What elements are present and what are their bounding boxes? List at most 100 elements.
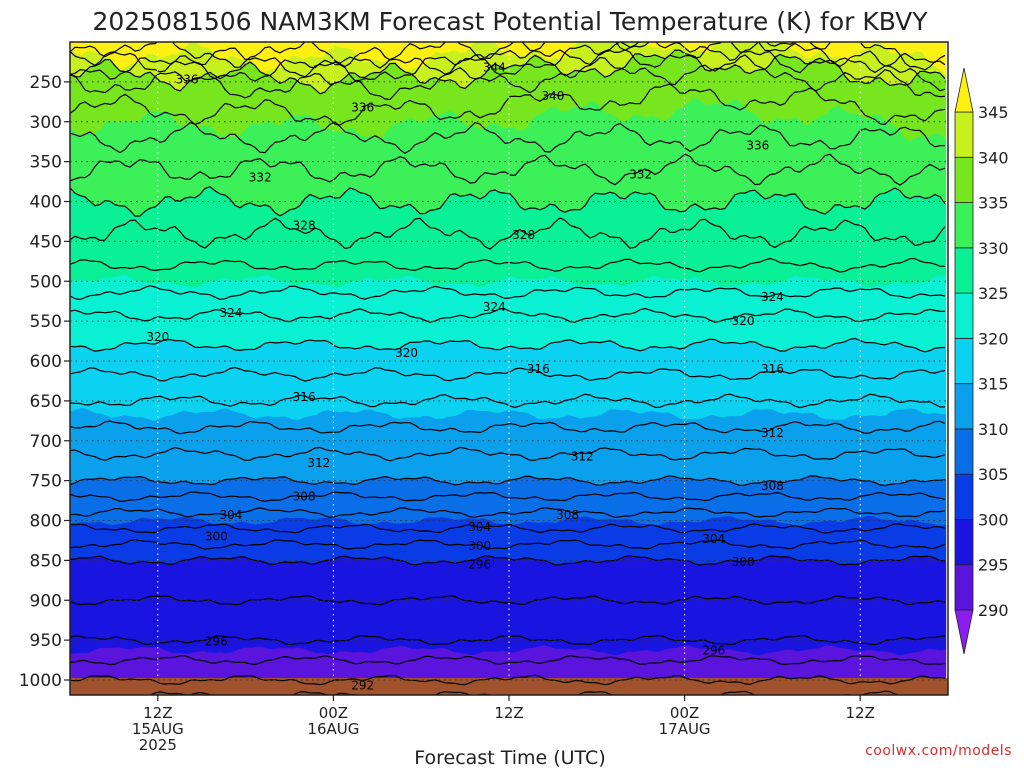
y-tick-label: 450 xyxy=(30,232,62,252)
y-tick-label: 400 xyxy=(30,193,62,213)
contour-label: 336 xyxy=(176,72,199,86)
contour-label-text: 340 xyxy=(541,89,564,103)
x-tick-label: 12Z xyxy=(494,704,523,722)
contour-label: 316 xyxy=(527,362,550,376)
colorbar-tick-label: 310 xyxy=(978,420,1009,439)
contour-labels: 344 336 340 336 336 332 332 328 328 324 324 324 320 3… xyxy=(146,61,784,693)
isotherm-344 xyxy=(70,42,946,78)
isotherm-330 xyxy=(70,186,946,217)
contour-label: 296 xyxy=(468,557,491,571)
contour-label-text: 300 xyxy=(205,529,228,543)
chart-title: 2025081506 NAM3KM Forecast Potential Tem… xyxy=(92,7,928,36)
colorbar-tick-label: 315 xyxy=(978,375,1009,394)
contour-label: 320 xyxy=(395,346,418,360)
contour-label-text: 336 xyxy=(746,139,769,153)
colorbar-tick-label: 325 xyxy=(978,284,1009,303)
y-tick-label: 750 xyxy=(30,472,62,492)
contour-label-text: 304 xyxy=(468,520,491,534)
contour-label: 332 xyxy=(629,167,652,181)
contour-label-text: 316 xyxy=(527,362,550,376)
colorbar-bin xyxy=(954,383,974,430)
y-tick-label: 950 xyxy=(30,631,62,651)
contour-label: 324 xyxy=(761,290,784,304)
isotherm-340 xyxy=(70,49,946,95)
colorbar-bin xyxy=(954,428,974,475)
x-tick-label: 00Z xyxy=(670,704,699,722)
contour-label-text: 336 xyxy=(176,72,199,86)
contour-label: 312 xyxy=(761,426,784,440)
colorbar-bin xyxy=(954,473,974,520)
y-tick-label: 900 xyxy=(30,591,62,611)
contour-label: 296 xyxy=(702,643,725,657)
contour-label-text: 324 xyxy=(483,300,506,314)
colorbar-bin xyxy=(954,156,974,203)
y-tick-label: 700 xyxy=(30,432,62,452)
x-tick-label: 15AUG xyxy=(132,720,184,738)
contour-label-text: 296 xyxy=(205,635,228,649)
contour-label-text: 332 xyxy=(629,167,652,181)
x-tick-label: 00Z xyxy=(319,704,348,722)
grid-lines xyxy=(70,42,948,681)
contour-label: 324 xyxy=(483,300,506,314)
colorbar-tick-label: 295 xyxy=(978,556,1009,575)
y-tick-label: 250 xyxy=(30,73,62,93)
isotherm-lines xyxy=(70,42,946,695)
contour-label: 312 xyxy=(307,456,330,470)
y-tick-label: 850 xyxy=(30,551,62,571)
isotherm-322 xyxy=(70,307,946,323)
colorbar-bottom-arrow xyxy=(954,609,974,655)
y-tick-label: 350 xyxy=(30,153,62,173)
contour-label-text: 316 xyxy=(761,362,784,376)
x-tick-label: 17AUG xyxy=(659,720,711,738)
contour-label-text: 324 xyxy=(220,306,243,320)
isotherm-332 xyxy=(70,153,946,186)
isotherm-294 xyxy=(70,655,946,666)
y-axis-ticks: 250 300 350 400 450 500 550 600 650 700 750 800 850 9… xyxy=(19,73,70,691)
colorbar: 290 295 300 305 310 315 320 325 330 335 340 345 xyxy=(954,67,1009,655)
isotherm-326 xyxy=(70,257,946,273)
contour-label-text: 300 xyxy=(468,539,491,553)
contour-label-text: 304 xyxy=(220,508,243,522)
band-315-320 xyxy=(70,338,947,421)
isotherm-318 xyxy=(70,366,946,382)
contour-label: 316 xyxy=(761,362,784,376)
contour-label-text: 308 xyxy=(293,490,316,504)
y-tick-label: 1000 xyxy=(19,671,62,691)
contour-label-text: 324 xyxy=(761,290,784,304)
contour-label-text: 320 xyxy=(146,330,169,344)
colorbar-bin xyxy=(954,519,974,566)
isotherm-304 xyxy=(70,523,946,534)
contour-label-text: 332 xyxy=(249,171,272,185)
contour-label: 320 xyxy=(732,314,755,328)
contour-label-text: 320 xyxy=(732,314,755,328)
contour-label: 336 xyxy=(351,100,374,114)
isotherm-342 xyxy=(70,42,946,92)
contour-label: 308 xyxy=(556,508,579,522)
isotherm-302 xyxy=(70,539,946,550)
contour-label: 300 xyxy=(205,529,228,543)
colorbar-tick-label: 300 xyxy=(978,510,1009,529)
x-tick-label: 12Z xyxy=(846,704,875,722)
contour-label: 300 xyxy=(468,539,491,553)
contour-label: 316 xyxy=(293,390,316,404)
isotherm-296 xyxy=(70,635,946,646)
y-tick-label: 650 xyxy=(30,392,62,412)
colorbar-tick-label: 340 xyxy=(978,148,1009,167)
temperature-fill xyxy=(70,42,947,695)
y-tick-label: 300 xyxy=(30,113,62,133)
contour-label: 296 xyxy=(205,635,228,649)
contour-label: 344 xyxy=(483,61,506,75)
contour-label-text: 316 xyxy=(293,390,316,404)
contour-label-text: 344 xyxy=(483,61,506,75)
contour-label-text: 308 xyxy=(556,508,579,522)
y-tick-label: 800 xyxy=(30,512,62,532)
contour-label-text: 292 xyxy=(351,679,374,693)
contour-label-text: 312 xyxy=(307,456,330,470)
isotherm-312 xyxy=(70,446,946,462)
colorbar-tick-label: 330 xyxy=(978,239,1009,258)
colorbar-bin xyxy=(954,247,974,294)
contour-label: 328 xyxy=(293,218,316,232)
contour-label-text: 308 xyxy=(761,479,784,493)
contour-label-text: 328 xyxy=(512,228,535,242)
